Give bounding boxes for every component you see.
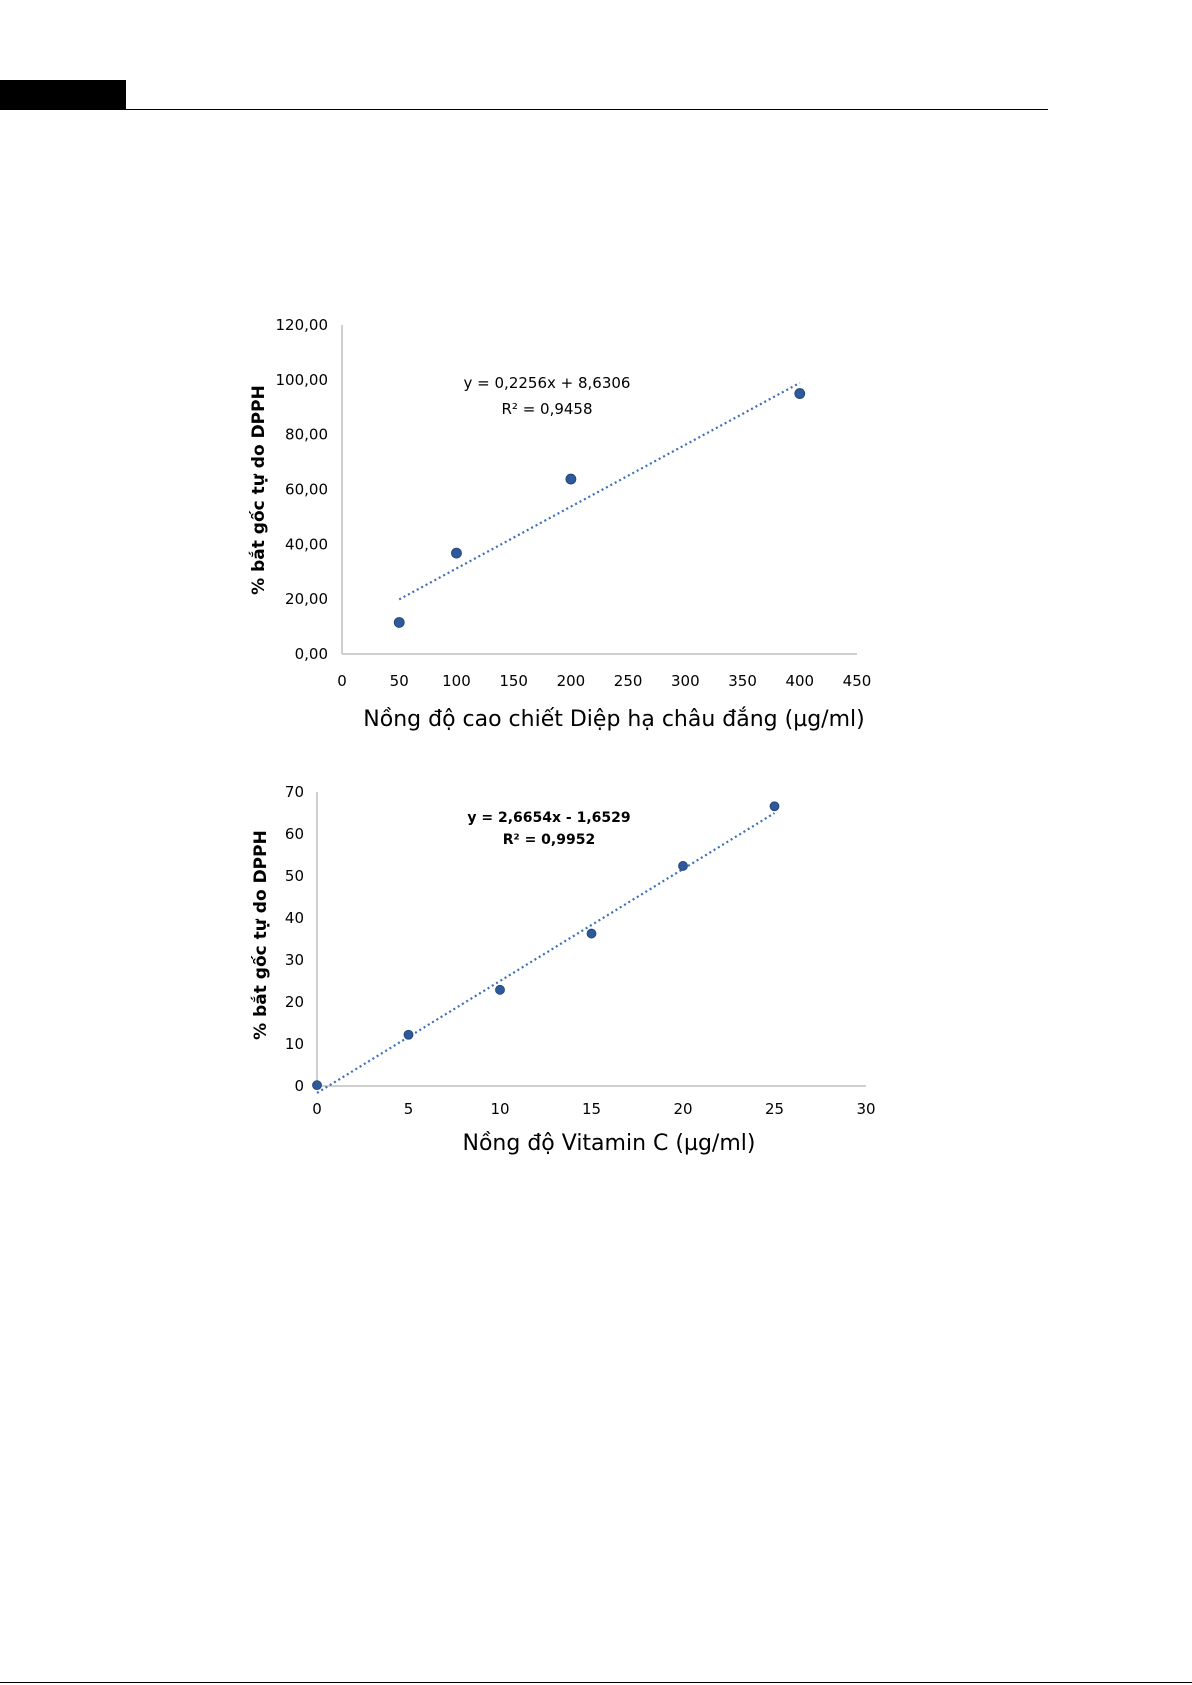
y-tick-label: 40	[285, 909, 304, 927]
x-tick-label: 15	[582, 1100, 601, 1118]
x-tick-label: 200	[557, 672, 586, 690]
trendline-equation: y = 2,6654x - 1,6529	[467, 810, 630, 826]
footer-rule	[0, 1682, 1192, 1683]
x-tick-label: 450	[843, 672, 872, 690]
x-axis-title: Nồng độ Vitamin C (µg/ml)	[463, 1131, 756, 1156]
x-axis-title: Nồng độ cao chiết Diệp hạ châu đắng (µg/…	[363, 707, 864, 732]
y-tick-label: 50	[285, 867, 304, 885]
data-point	[678, 861, 688, 871]
y-tick-label: 30	[285, 951, 304, 969]
trendline	[316, 812, 776, 1094]
x-tick-label: 350	[728, 672, 757, 690]
x-tick-label: 0	[312, 1100, 322, 1118]
data-point	[403, 1029, 414, 1040]
x-tick-label: 300	[671, 672, 700, 690]
y-tick-label: 20,00	[285, 590, 328, 608]
data-point	[565, 473, 577, 485]
x-tick-label: 5	[404, 1100, 414, 1118]
y-tick-label: 100,00	[276, 371, 329, 389]
y-axis-title: % bắt gốc tự do DPPH	[250, 830, 271, 1040]
x-tick-label: 100	[442, 672, 471, 690]
trendline	[398, 381, 801, 601]
data-point	[495, 984, 505, 995]
y-tick-label: 40,00	[285, 535, 328, 553]
data-point	[769, 801, 780, 812]
data-point	[794, 388, 806, 399]
trendline-equation: y = 0,2256x + 8,6306	[464, 374, 631, 392]
data-point	[586, 928, 597, 939]
y-tick-label: 60,00	[285, 481, 328, 499]
y-tick-label: 0	[294, 1077, 304, 1095]
x-tick-label: 10	[490, 1100, 509, 1118]
data-point	[393, 617, 405, 628]
header-bar	[0, 80, 126, 110]
data-point	[312, 1080, 322, 1091]
y-tick-label: 60	[285, 825, 304, 843]
y-axis-title: % bắt gốc tự do DPPH	[248, 385, 269, 595]
y-tick-label: 120,00	[276, 316, 329, 334]
x-tick-label: 0	[337, 672, 347, 690]
x-tick-label: 25	[765, 1100, 784, 1118]
x-tick-label: 30	[856, 1100, 875, 1118]
x-tick-label: 400	[785, 672, 814, 690]
x-tick-label: 50	[390, 672, 409, 690]
x-tick-label: 20	[673, 1100, 692, 1118]
data-point	[451, 547, 462, 559]
header-rule	[126, 109, 1048, 110]
r-squared-label: R² = 0,9952	[503, 832, 595, 848]
y-tick-label: 0,00	[295, 645, 328, 663]
y-tick-label: 20	[285, 993, 304, 1011]
y-tick-label: 10	[285, 1035, 304, 1053]
x-tick-label: 150	[499, 672, 528, 690]
r-squared-label: R² = 0,9458	[501, 400, 592, 418]
x-tick-label: 250	[614, 672, 643, 690]
y-tick-label: 70	[285, 783, 304, 801]
y-tick-label: 80,00	[285, 426, 328, 444]
